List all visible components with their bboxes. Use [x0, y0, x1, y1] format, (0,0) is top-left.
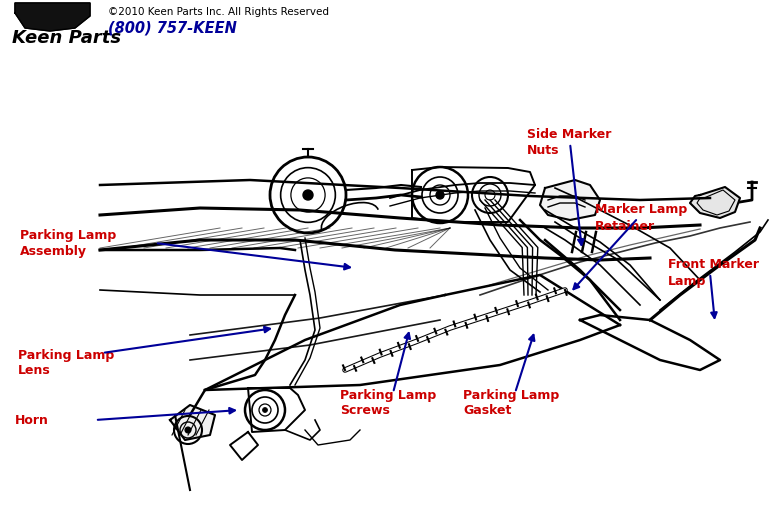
Circle shape: [185, 427, 191, 433]
Text: Side Marker
Nuts: Side Marker Nuts: [527, 128, 611, 157]
Circle shape: [263, 408, 267, 412]
Text: Marker Lamp
Retainer: Marker Lamp Retainer: [595, 204, 688, 233]
Text: Parking Lamp
Assembly: Parking Lamp Assembly: [20, 228, 116, 257]
Circle shape: [303, 190, 313, 200]
Polygon shape: [690, 187, 740, 218]
Text: (800) 757-KEEN: (800) 757-KEEN: [108, 21, 237, 36]
Text: Parking Lamp
Screws: Parking Lamp Screws: [340, 388, 437, 418]
Polygon shape: [15, 3, 90, 31]
Text: Keen Parts: Keen Parts: [12, 29, 121, 47]
Text: Horn: Horn: [15, 413, 49, 426]
Text: Parking Lamp
Lens: Parking Lamp Lens: [18, 349, 114, 378]
Polygon shape: [170, 405, 215, 440]
Text: ©2010 Keen Parts Inc. All Rights Reserved: ©2010 Keen Parts Inc. All Rights Reserve…: [108, 7, 329, 17]
Polygon shape: [540, 180, 600, 220]
Text: Parking Lamp
Gasket: Parking Lamp Gasket: [463, 388, 559, 418]
Circle shape: [436, 191, 444, 199]
Text: Front Marker
Lamp: Front Marker Lamp: [668, 258, 759, 287]
